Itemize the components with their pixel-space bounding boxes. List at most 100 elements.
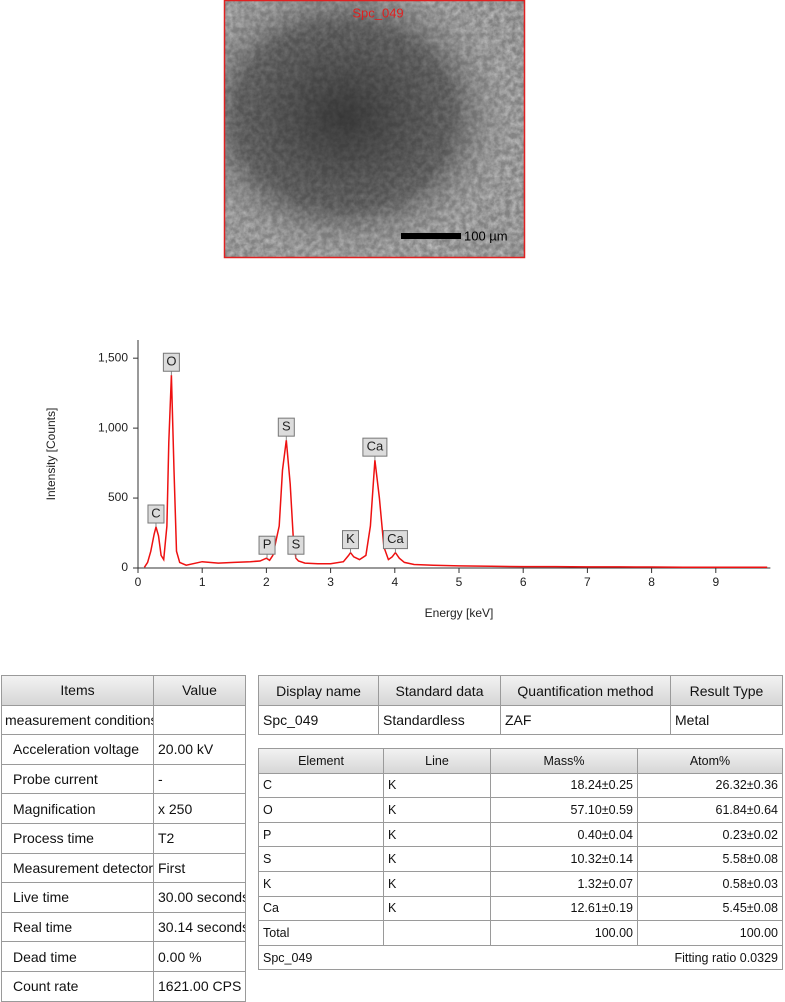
total-atom: 100.00 (637, 920, 783, 946)
value-cell: - (153, 763, 246, 795)
result-cell: 10.32±0.14 (490, 846, 638, 872)
result-cell: C (258, 772, 384, 799)
x-tick-label: 3 (327, 575, 334, 589)
y-tick-label: 1,000 (98, 420, 128, 434)
item-cell: Dead time (1, 941, 154, 972)
result-cell: K (383, 895, 491, 922)
summary-cell: Metal (670, 705, 783, 735)
result-cell: 61.84±0.64 (637, 797, 783, 823)
item-cell: Measurement detector (1, 852, 154, 884)
peak-label-box (162, 352, 180, 372)
y-tick-label: 1,500 (98, 350, 128, 364)
x-tick-label: 7 (584, 575, 591, 589)
value-cell: First (153, 852, 246, 884)
header-cell: Result Type (670, 675, 783, 706)
spectrum-line (143, 375, 768, 569)
header-cell: Display name (258, 675, 379, 706)
result-cell: K (383, 797, 491, 823)
item-cell: Magnification (1, 793, 154, 824)
header-cell: Value (153, 675, 246, 706)
section-cell: measurement conditions (1, 704, 154, 736)
item-cell: Probe current (1, 763, 154, 795)
peak-label-box (258, 535, 276, 555)
sem-shade (225, 1, 524, 257)
footer-fitting: Fitting ratio 0.0329 (674, 950, 778, 965)
result-cell: K (383, 772, 491, 799)
result-cell: 0.40±0.04 (490, 821, 638, 848)
peak-label: K (346, 531, 355, 546)
summary-cell: Spc_049 (258, 705, 379, 735)
item-cell: Real time (1, 911, 154, 943)
result-cell: 26.32±0.36 (637, 772, 783, 799)
peak-label-box (277, 417, 295, 437)
summary-cell: Standardless (378, 705, 501, 735)
value-cell: 30.14 seconds (153, 911, 246, 943)
value-cell: 30.00 seconds (153, 882, 246, 913)
header-cell: Mass% (490, 748, 638, 774)
result-cell: K (383, 846, 491, 872)
x-axis-label: Energy [keV] (425, 606, 494, 620)
header-cell: Element (258, 748, 384, 774)
peak-label: O (166, 354, 176, 369)
result-cell: K (383, 821, 491, 848)
result-cell: 18.24±0.25 (490, 772, 638, 799)
item-cell: Acceleration voltage (1, 734, 154, 765)
peak-label-box (147, 504, 165, 524)
header-cell: Standard data (378, 675, 501, 706)
total-label: Total (258, 920, 384, 946)
image-border (223, 0, 526, 259)
item-cell: Count rate (1, 971, 154, 1002)
value-cell: T2 (153, 823, 246, 854)
value-cell: 20.00 kV (153, 734, 246, 765)
header-cell: Line (383, 748, 491, 774)
result-cell: 57.10±0.59 (490, 797, 638, 823)
result-cell: K (258, 871, 384, 897)
sem-image-panel: Spc_049 100 µm (223, 0, 526, 259)
y-tick-label: 500 (108, 490, 128, 504)
result-cell: 0.58±0.03 (637, 871, 783, 897)
x-tick-label: 1 (199, 575, 206, 589)
x-tick-label: 9 (712, 575, 719, 589)
x-tick-label: 6 (520, 575, 527, 589)
x-tick-label: 5 (456, 575, 463, 589)
y-tick-label: 0 (121, 560, 128, 574)
peak-label-box (362, 437, 388, 457)
scale-label: 100 µm (464, 228, 508, 243)
y-axis-label: Intensity [Counts] (44, 408, 58, 501)
item-cell: Process time (1, 823, 154, 854)
peak-label: Ca (367, 439, 384, 454)
spectrum-chart: 0 500 1,000 1,500 0 1 2 3 4 5 6 7 8 9 Energy [keV] Inte… (44, 340, 771, 620)
footer-row: Spc_049 Fitting ratio 0.0329 (258, 944, 783, 971)
peak-label-box (382, 530, 408, 550)
header-cell: Atom% (637, 748, 783, 774)
peak-label: P (263, 537, 272, 552)
footer-name: Spc_049 (263, 950, 313, 965)
result-cell: O (258, 797, 384, 823)
result-cell: S (258, 846, 384, 872)
summary-cell: ZAF (500, 705, 671, 735)
peak-label: Ca (387, 531, 404, 546)
empty-cell (153, 704, 246, 736)
x-tick-label: 8 (648, 575, 655, 589)
empty-cell (383, 920, 491, 946)
result-cell: 0.23±0.02 (637, 821, 783, 848)
image-label: Spc_049 (352, 5, 403, 20)
header-cell: Quantification method (500, 675, 671, 706)
result-cell: 12.61±0.19 (490, 895, 638, 922)
x-tick-label: 4 (391, 575, 398, 589)
peak-label: S (282, 419, 291, 434)
peak-label: S (292, 537, 301, 552)
result-cell: Ca (258, 895, 384, 922)
result-cell: 1.32±0.07 (490, 871, 638, 897)
scale-bar (401, 233, 461, 239)
total-mass: 100.00 (490, 920, 638, 946)
x-tick-label: 2 (263, 575, 270, 589)
header-cell: Items (1, 675, 154, 706)
value-cell: 1621.00 CPS (153, 971, 246, 1002)
result-cell: K (383, 871, 491, 897)
item-cell: Live time (1, 882, 154, 913)
value-cell: 0.00 % (153, 941, 246, 972)
peak-label: C (151, 505, 160, 520)
x-tick-label: 0 (135, 575, 142, 589)
